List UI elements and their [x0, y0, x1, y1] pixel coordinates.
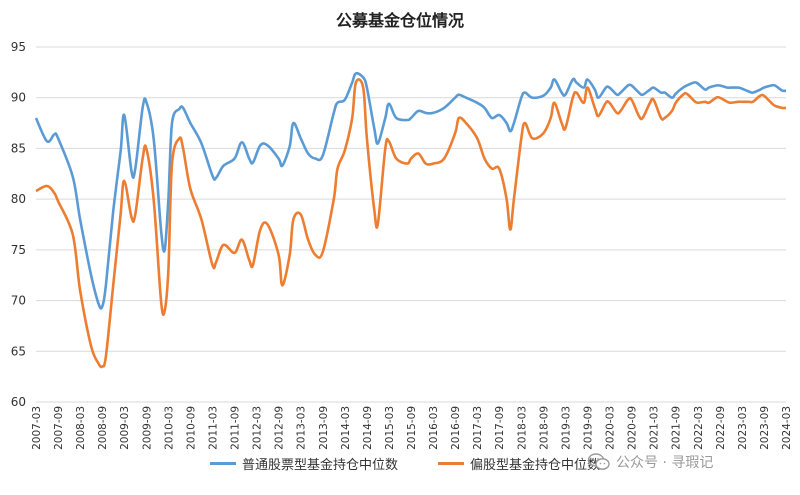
x-tick-label: 2024-03 — [781, 406, 793, 450]
x-tick-label: 2008-09 — [97, 406, 109, 450]
x-tick-label: 2021-03 — [649, 406, 661, 450]
x-tick-label: 2015-03 — [384, 406, 396, 450]
legend-label-series-2: 偏股型基金持仓中位数 — [470, 458, 601, 473]
x-tick-label: 2014-03 — [340, 406, 352, 450]
y-tick-label: 95 — [11, 40, 26, 54]
x-tick-label: 2017-03 — [472, 406, 484, 450]
x-tick-label: 2015-09 — [406, 406, 418, 450]
x-axis-ticks: 2007-03 2007-09 2008-03 2008-09 2009-03 2009-… — [31, 406, 793, 450]
grid-lines — [36, 46, 786, 403]
x-tick-label: 2020-09 — [627, 406, 639, 450]
x-tick-label: 2012-09 — [274, 406, 286, 450]
x-tick-label: 2018-03 — [516, 406, 528, 450]
x-tick-label: 2017-09 — [494, 406, 506, 450]
legend: 普通股票型基金持仓中位数 偏股型基金持仓中位数 — [210, 454, 600, 473]
x-tick-label: 2016-03 — [428, 406, 440, 450]
x-tick-label: 2022-03 — [693, 406, 705, 450]
y-tick-label: 60 — [11, 395, 26, 409]
x-tick-label: 2010-09 — [185, 406, 197, 450]
x-tick-label: 2020-03 — [605, 406, 617, 450]
x-tick-label: 2007-03 — [31, 406, 43, 450]
y-axis-ticks: 60 65 70 75 80 85 90 95 — [11, 40, 26, 409]
x-tick-label: 2008-03 — [75, 406, 87, 450]
legend-label-series-1: 普通股票型基金持仓中位数 — [242, 458, 399, 473]
series-layer — [34, 71, 787, 369]
x-tick-label: 2016-09 — [450, 406, 462, 450]
x-tick-label: 2022-09 — [715, 406, 727, 450]
x-tick-label: 2012-03 — [252, 406, 264, 450]
x-tick-label: 2009-09 — [141, 406, 153, 450]
y-tick-label: 65 — [11, 344, 26, 358]
y-tick-label: 90 — [11, 91, 26, 105]
legend-swatch-series-1 — [210, 462, 236, 465]
y-tick-label: 85 — [11, 141, 26, 155]
y-tick-label: 80 — [11, 192, 26, 206]
series-line-2 — [35, 78, 787, 369]
legend-item-series-2: 偏股型基金持仓中位数 — [438, 454, 600, 473]
x-tick-label: 2021-09 — [671, 406, 683, 450]
x-tick-label: 2009-03 — [119, 406, 131, 450]
chart-title: 公募基金仓位情况 — [336, 11, 464, 30]
x-tick-label: 2013-09 — [318, 406, 330, 450]
x-tick-label: 2018-09 — [538, 406, 550, 450]
watermark: 公众号 · 寻瑕记 — [587, 452, 714, 472]
x-tick-label: 2011-03 — [207, 406, 219, 450]
x-tick-label: 2019-09 — [582, 406, 594, 450]
wechat-icon — [587, 453, 610, 471]
x-tick-label: 2010-03 — [163, 406, 175, 450]
x-tick-label: 2014-09 — [362, 406, 374, 450]
legend-swatch-series-2 — [438, 462, 465, 465]
series-line-1 — [34, 71, 787, 310]
x-tick-label: 2011-09 — [230, 406, 242, 450]
x-tick-label: 2023-03 — [737, 406, 749, 450]
watermark-text: 公众号 · 寻瑕记 — [616, 455, 714, 471]
legend-item-series-1: 普通股票型基金持仓中位数 — [210, 454, 398, 473]
x-tick-label: 2013-03 — [296, 406, 308, 450]
y-tick-label: 75 — [11, 243, 26, 257]
x-tick-label: 2019-03 — [560, 406, 572, 450]
x-tick-label: 2023-09 — [759, 406, 771, 450]
y-tick-label: 70 — [11, 294, 26, 308]
x-tick-label: 2007-09 — [53, 406, 65, 450]
